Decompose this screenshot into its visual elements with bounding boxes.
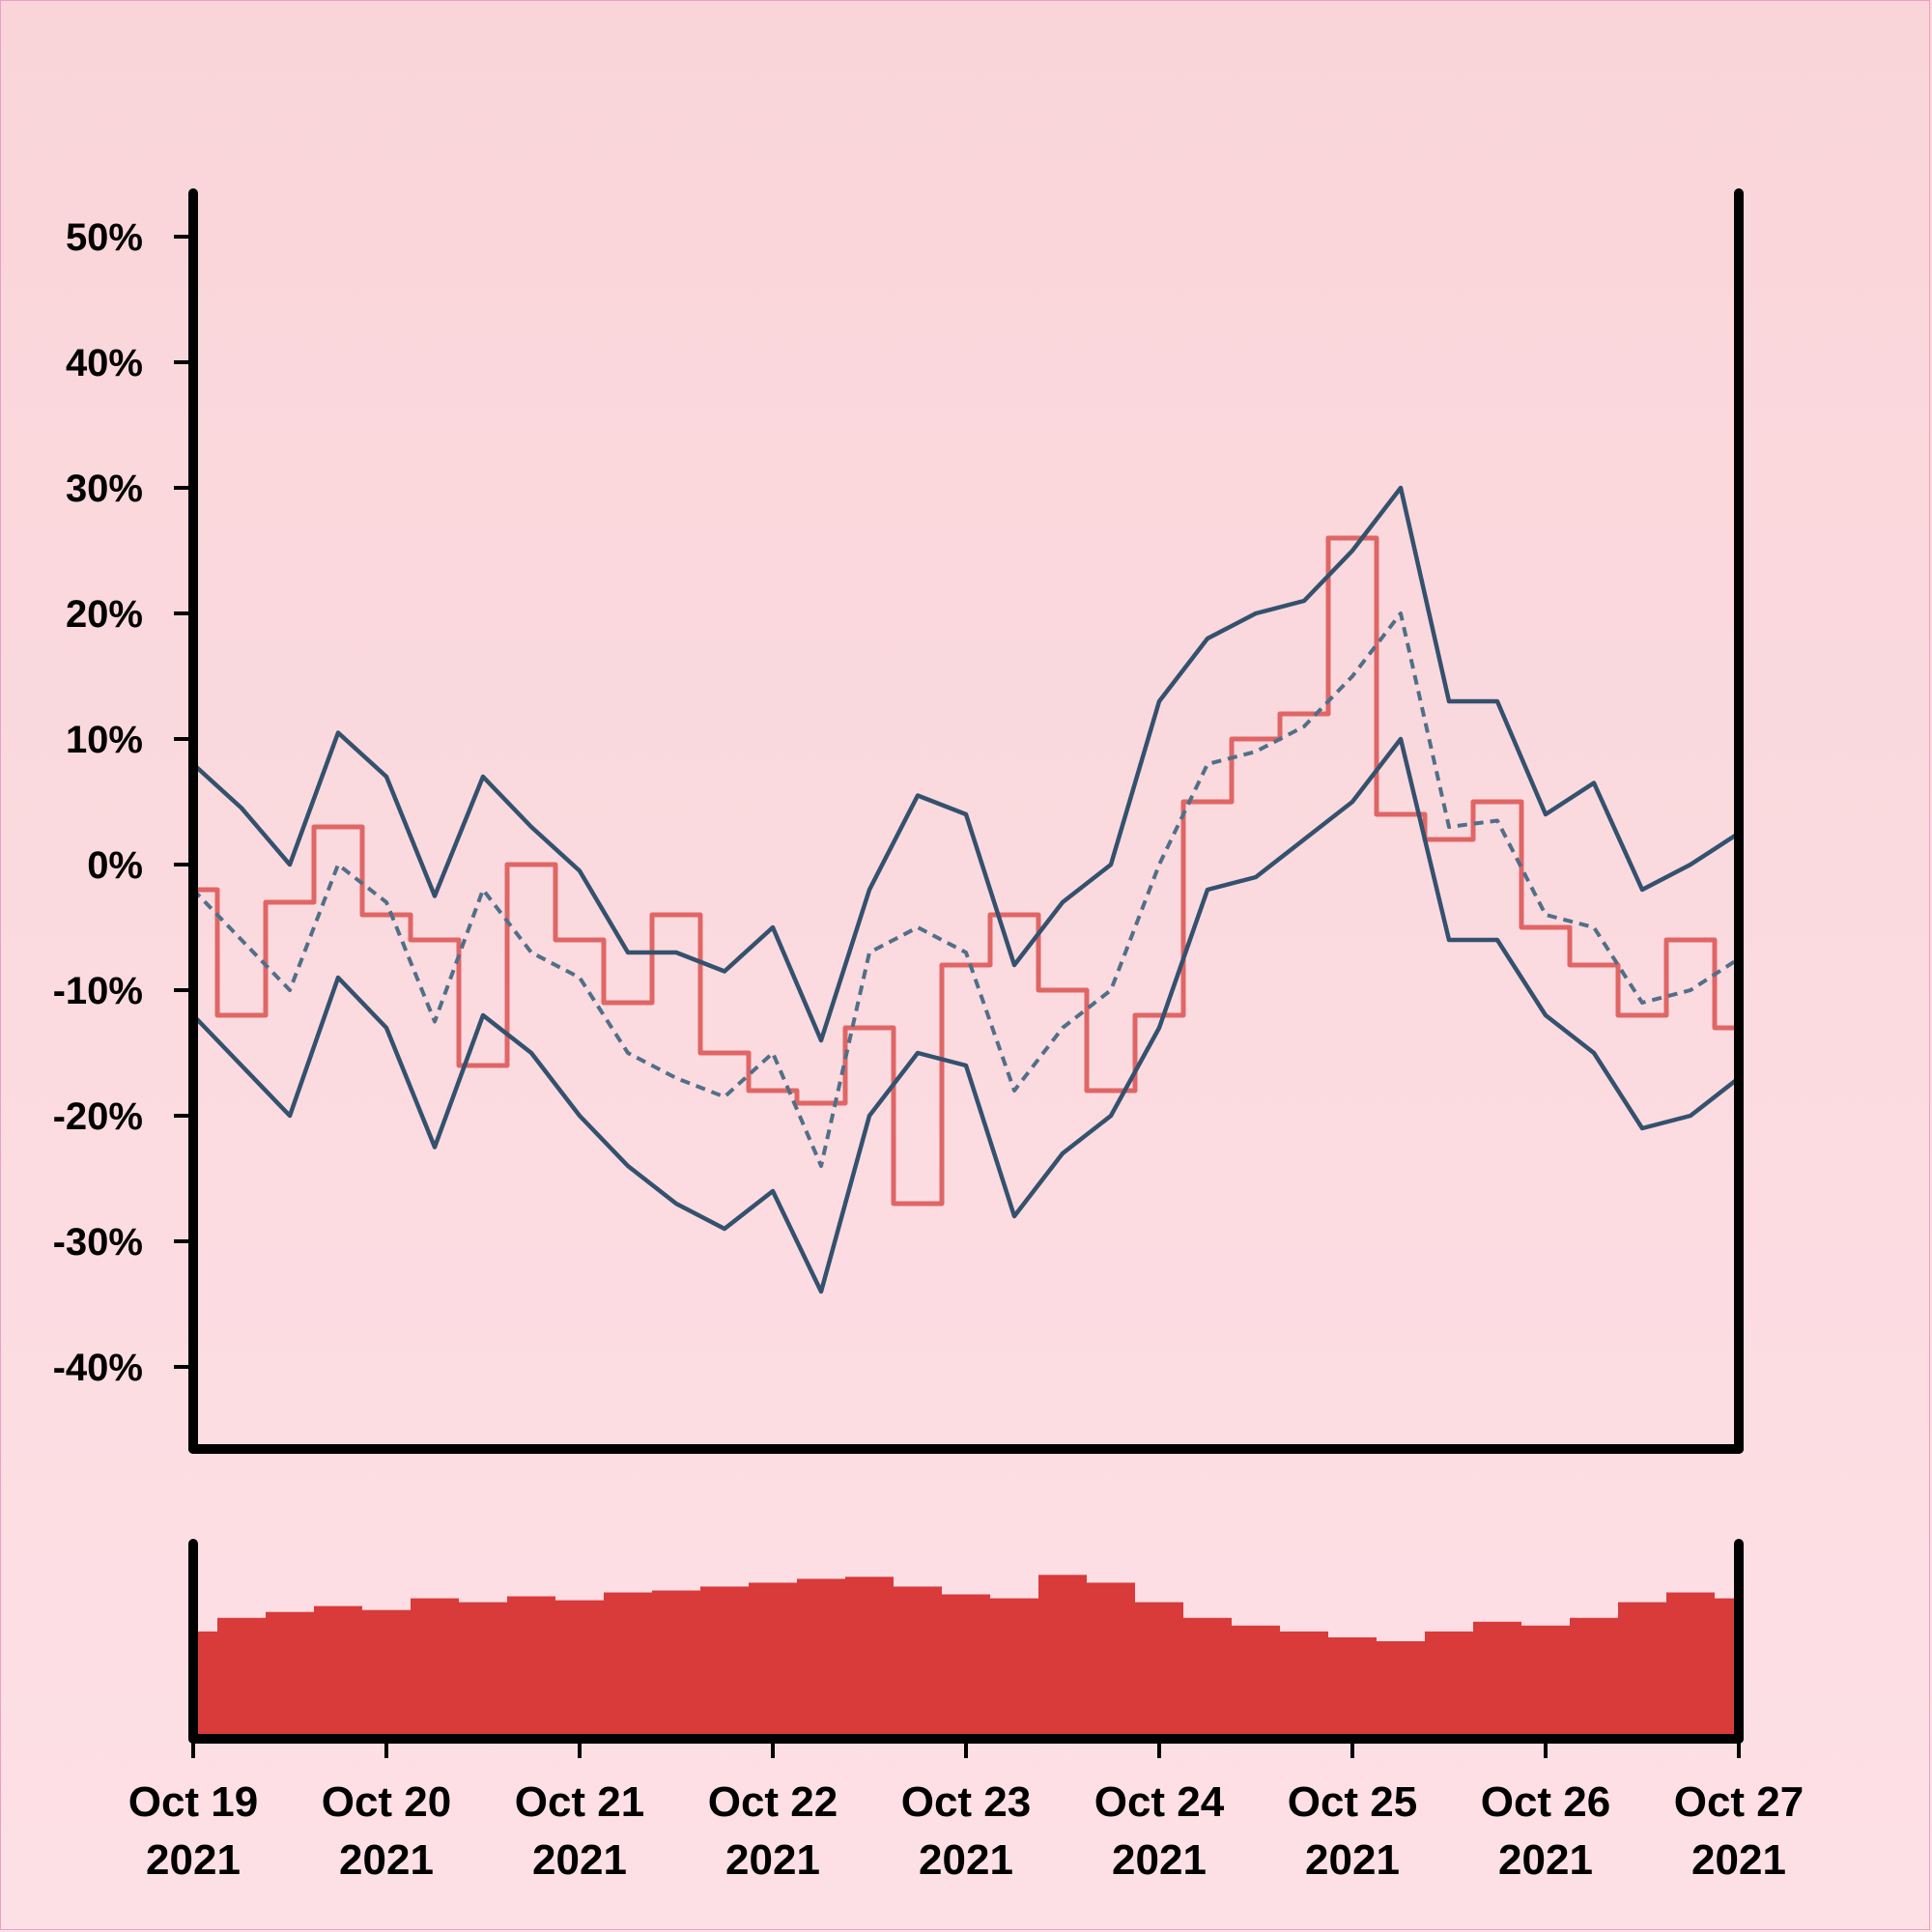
volume-bar — [266, 1611, 314, 1739]
volume-bar — [507, 1596, 555, 1739]
y-tick-label: 50% — [66, 216, 143, 259]
volume-bar — [1232, 1625, 1280, 1739]
series-price — [193, 535, 1739, 1207]
volume-bar — [1280, 1631, 1328, 1739]
y-tick-label: -40% — [53, 1347, 143, 1389]
x-tick-label: Oct 23 — [901, 1778, 1032, 1826]
volume-bar — [700, 1586, 749, 1739]
volume-bar — [1473, 1621, 1521, 1739]
volume-bar — [1666, 1592, 1715, 1739]
x-tick-year: 2021 — [146, 1836, 241, 1884]
volume-bar — [217, 1617, 266, 1739]
y-tick-label: 40% — [66, 342, 143, 384]
y-tick-label: 20% — [66, 593, 143, 636]
y-axis-ticks: 50% 40% 30% 20% 10% 0% -10% -20% -30% -40% — [53, 216, 193, 1389]
x-tick-label: Oct 25 — [1288, 1778, 1418, 1826]
y-tick-label: -20% — [53, 1095, 143, 1138]
x-tick-label: Oct 22 — [708, 1778, 838, 1826]
volume-bars — [197, 1575, 1735, 1739]
x-tick-label: Oct 19 — [128, 1778, 259, 1826]
volume-bar — [1570, 1617, 1618, 1739]
x-tick-year: 2021 — [1305, 1836, 1400, 1884]
axes — [188, 188, 1744, 1744]
volume-bar — [845, 1577, 894, 1739]
volume-bar — [652, 1590, 700, 1739]
x-tick-label: Oct 20 — [322, 1778, 452, 1826]
volume-bar — [1183, 1617, 1232, 1739]
volume-bar — [1425, 1631, 1473, 1739]
volume-bar — [894, 1586, 942, 1739]
y-tick-label: 30% — [66, 468, 143, 510]
series-band-lower — [191, 736, 1741, 1294]
x-tick-year: 2021 — [919, 1836, 1013, 1884]
volume-bar — [749, 1582, 797, 1739]
series-band-mid — [191, 611, 1741, 1168]
volume-bar — [555, 1600, 604, 1739]
volume-bar — [1038, 1575, 1087, 1739]
volume-bar — [1521, 1625, 1570, 1739]
x-axis-ticks: Oct 19 2021 Oct 20 2021 Oct 21 2021 Oct 22 2021… — [128, 1739, 1804, 1884]
main-chart-series — [191, 485, 1741, 1294]
volume-bar — [942, 1594, 990, 1739]
y-tick-label: 10% — [66, 719, 143, 761]
x-tick-label: Oct 24 — [1094, 1778, 1225, 1826]
volume-bar — [990, 1598, 1038, 1739]
y-tick-label: -30% — [53, 1221, 143, 1264]
x-tick-year: 2021 — [339, 1836, 434, 1884]
volume-bar — [314, 1605, 362, 1739]
volume-bar — [1135, 1602, 1183, 1739]
x-tick-label: Oct 26 — [1481, 1778, 1611, 1826]
volume-bar — [1618, 1602, 1666, 1739]
x-tick-label: Oct 21 — [515, 1778, 645, 1826]
volume-bar — [797, 1578, 845, 1739]
x-tick-label: Oct 27 — [1674, 1778, 1804, 1826]
volume-bar — [411, 1598, 459, 1739]
y-tick-label: -10% — [53, 970, 143, 1012]
series-band-upper — [191, 485, 1741, 1043]
volume-bar — [362, 1609, 411, 1739]
volume-bar — [604, 1592, 652, 1739]
x-tick-year: 2021 — [1498, 1836, 1593, 1884]
volume-bar — [197, 1631, 217, 1739]
volume-bar — [1328, 1637, 1377, 1739]
x-tick-year: 2021 — [1691, 1836, 1786, 1884]
x-tick-year: 2021 — [725, 1836, 820, 1884]
y-tick-label: 0% — [87, 844, 143, 887]
x-tick-year: 2021 — [532, 1836, 627, 1884]
x-tick-year: 2021 — [1112, 1836, 1207, 1884]
volume-bar — [1087, 1582, 1135, 1739]
volume-bar — [1715, 1598, 1735, 1739]
volume-bar — [459, 1602, 507, 1739]
volume-bar — [1377, 1641, 1425, 1739]
